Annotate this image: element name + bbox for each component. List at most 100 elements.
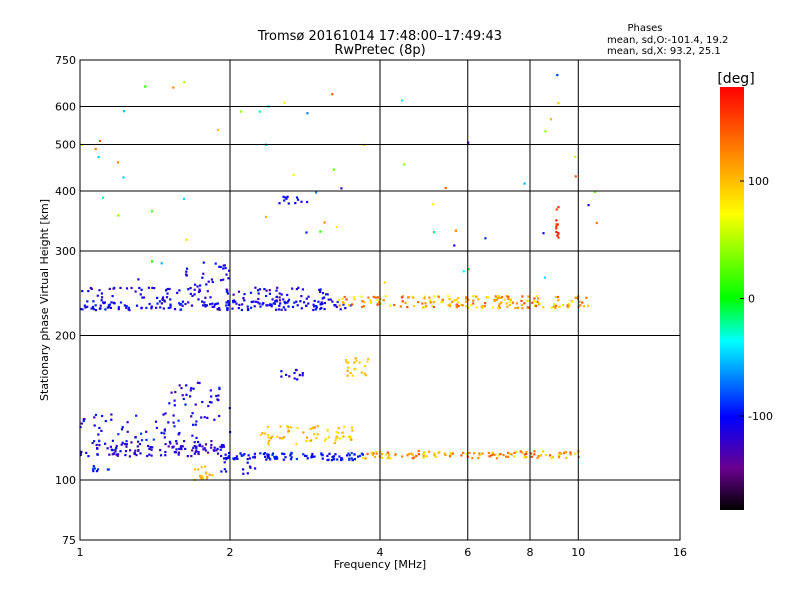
data-point — [306, 112, 309, 115]
data-point — [566, 306, 570, 309]
data-point — [353, 298, 356, 301]
data-point — [83, 418, 86, 421]
data-point — [327, 458, 330, 461]
data-point — [403, 163, 406, 166]
data-point — [204, 296, 207, 299]
data-point — [338, 455, 341, 458]
data-point — [189, 395, 192, 398]
data-point — [401, 300, 404, 303]
data-point — [173, 425, 176, 428]
data-point — [115, 447, 118, 450]
y-axis-label: Stationary phase Virtual Height [km] — [38, 199, 51, 401]
data-point — [173, 404, 176, 407]
data-point — [249, 466, 252, 469]
data-point — [287, 298, 291, 301]
data-point — [173, 308, 177, 311]
data-point — [265, 304, 268, 307]
data-point — [412, 296, 415, 299]
data-point — [270, 305, 273, 308]
data-point — [139, 293, 142, 296]
data-point — [434, 455, 437, 458]
data-point — [478, 452, 481, 455]
data-point — [399, 305, 402, 308]
data-point — [263, 288, 266, 291]
data-point — [153, 287, 156, 290]
data-point — [196, 381, 199, 384]
data-point — [521, 295, 524, 298]
data-point — [465, 305, 468, 308]
data-point — [224, 456, 227, 460]
data-point — [93, 424, 96, 427]
data-point — [213, 305, 216, 308]
data-point — [145, 306, 148, 309]
data-point — [569, 451, 572, 454]
data-point — [110, 413, 113, 416]
data-point — [177, 453, 180, 456]
data-point — [557, 236, 560, 239]
data-point — [242, 454, 245, 457]
data-point — [125, 445, 128, 448]
data-point — [306, 457, 309, 460]
data-point — [554, 295, 558, 299]
data-point — [481, 306, 484, 310]
data-point — [96, 447, 99, 450]
data-point — [210, 440, 213, 443]
data-point — [339, 308, 342, 311]
data-point — [259, 452, 262, 455]
data-point — [91, 442, 94, 445]
data-point — [300, 307, 303, 310]
data-point — [98, 139, 101, 142]
data-point — [574, 175, 577, 178]
data-point — [231, 307, 234, 310]
data-point — [98, 444, 101, 447]
data-point — [511, 301, 514, 304]
data-point — [163, 299, 166, 302]
data-point — [374, 296, 377, 299]
colorbar-tick-label: -100 — [748, 410, 773, 423]
data-point — [246, 472, 249, 475]
data-point — [350, 438, 353, 441]
data-point — [181, 394, 184, 397]
data-point — [81, 290, 84, 293]
data-point — [226, 307, 229, 310]
data-point — [111, 439, 114, 442]
data-point — [346, 369, 349, 372]
data-point — [172, 421, 175, 424]
data-point — [334, 439, 337, 442]
data-point — [135, 454, 138, 457]
data-point — [386, 451, 389, 454]
data-point — [216, 398, 219, 401]
data-point — [183, 81, 186, 84]
data-point — [289, 453, 292, 456]
data-point — [87, 455, 90, 458]
data-point — [219, 265, 222, 269]
data-point — [491, 451, 494, 454]
data-point — [305, 304, 308, 307]
data-point — [485, 296, 488, 299]
data-point — [93, 416, 96, 419]
data-point — [185, 238, 188, 241]
data-point — [295, 443, 298, 446]
data-point — [242, 472, 245, 475]
data-point — [323, 308, 326, 311]
data-point — [369, 299, 372, 302]
data-point — [271, 452, 275, 455]
data-point — [315, 437, 318, 440]
data-point — [363, 372, 366, 375]
data-point — [247, 308, 250, 311]
data-point — [280, 308, 283, 311]
data-point — [164, 412, 167, 415]
data-point — [266, 425, 269, 429]
data-point — [226, 308, 229, 312]
data-point — [269, 437, 272, 440]
data-point — [417, 301, 420, 304]
data-point — [535, 295, 538, 298]
data-point — [147, 444, 150, 448]
data-point — [415, 454, 418, 458]
data-point — [321, 453, 324, 456]
data-point — [201, 276, 204, 279]
data-point — [324, 439, 327, 442]
data-point — [228, 269, 231, 272]
data-point — [302, 431, 305, 434]
data-point — [423, 451, 426, 454]
